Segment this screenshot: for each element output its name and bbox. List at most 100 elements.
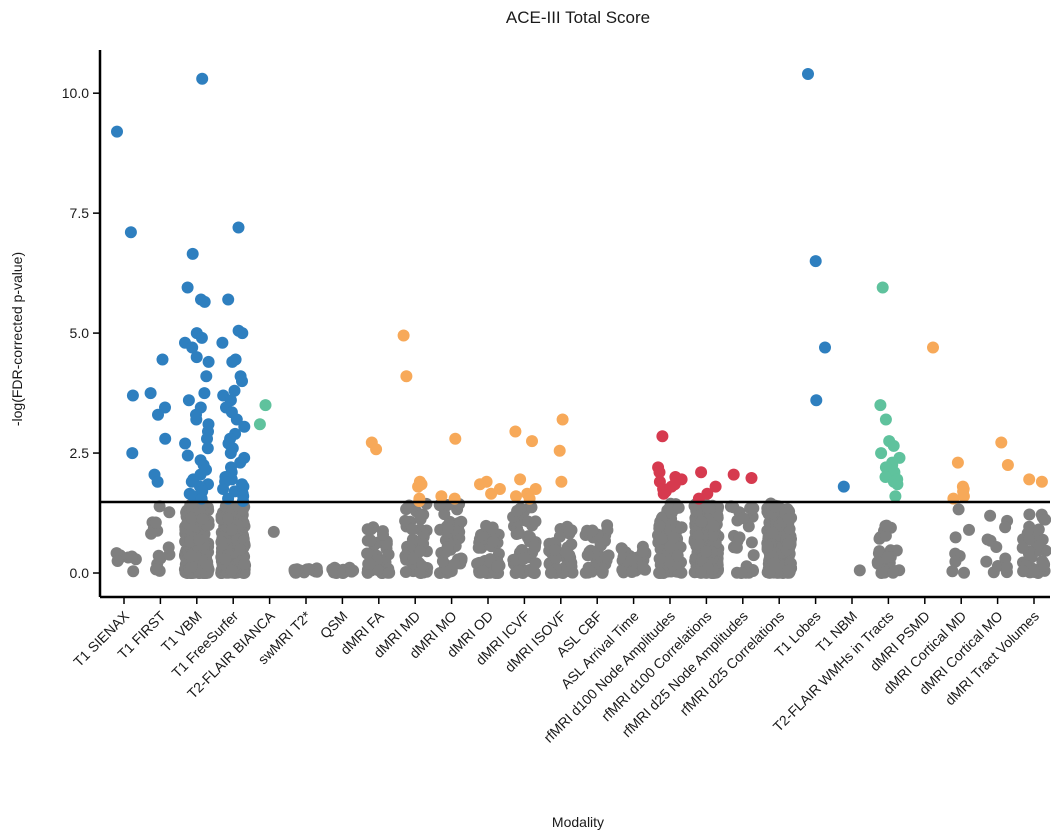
nonsignificant-point: [364, 534, 377, 547]
significant-point: [510, 490, 522, 503]
nonsignificant-point: [737, 512, 750, 525]
nonsignificant-point: [563, 525, 576, 537]
nonsignificant-point: [958, 566, 970, 579]
nonsignificant-point: [184, 535, 196, 548]
nonsignificant-point: [414, 509, 427, 522]
nonsignificant-point: [1027, 565, 1040, 578]
significant-point: [216, 336, 229, 349]
nonsignificant-point: [625, 566, 638, 578]
nonsignificant-point: [601, 524, 614, 537]
nonsignificant-point: [949, 555, 962, 568]
nonsignificant-point: [162, 541, 175, 554]
significant-point: [653, 466, 666, 479]
nonsignificant-point: [363, 557, 376, 570]
significant-point: [200, 370, 213, 383]
nonsignificant-point: [414, 566, 426, 579]
significant-point: [152, 408, 164, 421]
significant-point: [514, 473, 527, 486]
nonsignificant-point: [524, 531, 536, 543]
nonsignificant-point: [637, 561, 649, 573]
nonsignificant-point: [219, 553, 232, 566]
nonsignificant-point: [653, 552, 666, 565]
significant-point: [195, 331, 208, 344]
nonsignificant-point: [879, 529, 892, 542]
nonsignificant-point: [766, 526, 779, 539]
y-tick-label: 2.5: [70, 445, 90, 461]
nonsignificant-point: [193, 533, 206, 546]
nonsignificant-point: [963, 523, 975, 536]
significant-point: [236, 327, 249, 340]
significant-point: [556, 413, 569, 426]
nonsignificant-point: [377, 528, 389, 541]
nonsignificant-point: [1017, 565, 1030, 578]
nonsignificant-point: [163, 506, 176, 519]
nonsignificant-point: [952, 503, 965, 516]
nonsignificant-point: [372, 564, 384, 576]
nonsignificant-point: [401, 501, 414, 514]
nonsignificant-point: [887, 566, 899, 579]
significant-point: [186, 247, 199, 260]
nonsignificant-point: [529, 557, 542, 570]
nonsignificant-point: [880, 519, 893, 532]
nonsignificant-point: [491, 560, 503, 573]
significant-point: [891, 478, 904, 491]
nonsignificant-point: [225, 564, 238, 577]
nonsignificant-point: [667, 531, 680, 544]
nonsignificant-point: [747, 549, 760, 562]
nonsignificant-point: [149, 516, 162, 529]
significant-point: [802, 68, 814, 80]
nonsignificant-point: [406, 523, 419, 536]
nonsignificant-point: [671, 549, 684, 562]
significant-point: [709, 480, 722, 493]
significant-point: [412, 480, 425, 493]
significant-point: [887, 439, 900, 452]
significant-point: [201, 432, 213, 445]
significant-point: [202, 355, 215, 368]
nonsignificant-point: [602, 549, 615, 562]
significant-point: [879, 413, 892, 426]
nonsignificant-point: [336, 567, 349, 579]
nonsignificant-point: [692, 538, 705, 551]
significant-point: [198, 387, 211, 400]
nonsignificant-point: [267, 525, 280, 538]
significant-point: [1035, 475, 1048, 488]
nonsignificant-point: [984, 509, 997, 522]
nonsignificant-point: [196, 513, 209, 525]
nonsignificant-point: [399, 566, 412, 578]
nonsignificant-point: [442, 522, 455, 535]
nonsignificant-point: [234, 543, 246, 556]
nonsignificant-point: [303, 563, 315, 576]
nonsignificant-point: [436, 555, 449, 568]
nonsignificant-point: [345, 565, 358, 578]
nonsignificant-point: [549, 544, 561, 556]
nonsignificant-point: [662, 555, 675, 568]
significant-point: [474, 478, 486, 491]
significant-point: [957, 490, 970, 503]
significant-point: [509, 425, 522, 438]
y-axis-label: -log(FDR-corrected p-value): [9, 252, 25, 426]
nonsignificant-point: [586, 524, 599, 537]
significant-point: [217, 483, 230, 495]
significant-point: [201, 442, 214, 455]
significant-point: [435, 490, 448, 503]
significant-point: [656, 430, 669, 443]
nonsignificant-point: [615, 542, 628, 555]
nonsignificant-point: [201, 559, 214, 572]
significant-point: [400, 370, 413, 383]
significant-point: [182, 394, 195, 407]
nonsignificant-point: [703, 503, 716, 516]
nonsignificant-point: [664, 541, 677, 554]
nonsignificant-point: [238, 557, 251, 570]
nonsignificant-point: [981, 533, 994, 546]
nonsignificant-point: [781, 537, 794, 550]
significant-point: [181, 449, 194, 462]
nonsignificant-point: [414, 545, 426, 558]
nonsignificant-point: [513, 527, 526, 540]
significant-point: [222, 293, 235, 306]
nonsignificant-point: [544, 566, 557, 579]
significant-point: [144, 387, 157, 400]
significant-point: [493, 483, 506, 495]
significant-point: [234, 456, 247, 469]
significant-point: [232, 221, 245, 234]
